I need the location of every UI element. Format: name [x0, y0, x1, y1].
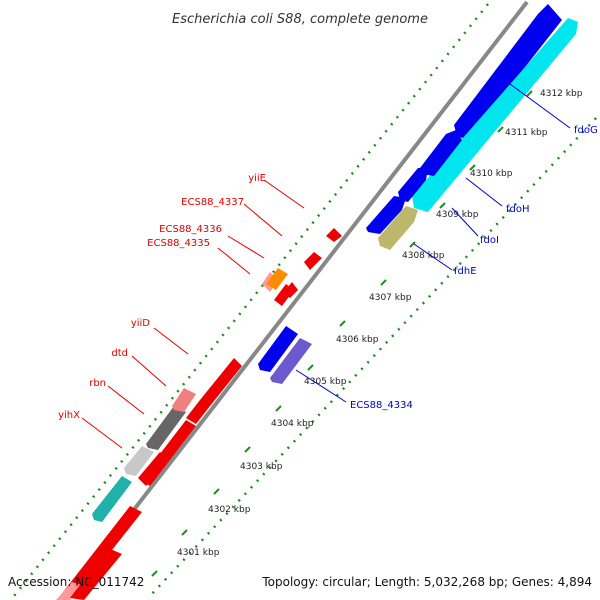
gene-ECS88_4334-a[interactable] — [258, 326, 298, 372]
label-ECS88_4334[interactable]: ECS88_4334 — [350, 400, 413, 411]
gene-dtd[interactable] — [186, 400, 210, 424]
gene-long-red-lower[interactable] — [60, 506, 142, 598]
tick-label-4301: 4301 kbp — [177, 548, 220, 558]
forward-strand-genes — [258, 4, 578, 384]
gene-ECS88_4337[interactable] — [304, 252, 322, 270]
outer-tick-rail — [13, 3, 489, 597]
gene-ECS88_4334-b[interactable] — [270, 338, 312, 384]
gene-fdoI[interactable] — [398, 168, 428, 202]
gene-red-lower-small[interactable] — [138, 452, 168, 486]
tick-label-4312: 4312 kbp — [540, 89, 583, 99]
inner-tick-rail — [149, 117, 597, 597]
gene-ECS88_4336[interactable] — [266, 268, 288, 290]
gene-rbn[interactable] — [172, 388, 196, 412]
gene-red-small-a[interactable] — [284, 282, 298, 298]
tick-label-4308: 4308 kbp — [402, 251, 445, 261]
gene-yiiD[interactable] — [200, 358, 242, 406]
label-ECS88_4335[interactable]: ECS88_4335 — [147, 238, 210, 249]
gene-yihX[interactable] — [146, 406, 186, 450]
label-yiiD[interactable]: yiiD — [131, 318, 150, 329]
major-ticks — [151, 90, 533, 577]
tick-label-4304: 4304 kbp — [271, 419, 314, 429]
label-rbn[interactable]: rbn — [89, 378, 106, 389]
label-fdhE[interactable]: fdhE — [454, 266, 477, 277]
accession-text: Accession: NC_011742 — [8, 575, 144, 589]
tick-label-4309: 4309 kbp — [436, 210, 479, 220]
tick-label-4310: 4310 kbp — [470, 169, 513, 179]
gene-pink-bottom[interactable] — [56, 582, 84, 600]
forward-callouts — [295, 83, 571, 403]
label-yiiE[interactable]: yiiE — [248, 173, 266, 184]
label-fdoI[interactable]: fdoI — [480, 235, 499, 246]
reverse-callouts — [81, 179, 305, 449]
label-fdoH[interactable]: fdoH — [506, 204, 530, 215]
label-ECS88_4337[interactable]: ECS88_4337 — [181, 197, 244, 208]
gene-red-lower-left[interactable] — [70, 548, 122, 600]
gene-yiiE[interactable] — [326, 228, 342, 242]
tick-label-4302: 4302 kbp — [208, 505, 251, 515]
label-yihX[interactable]: yihX — [58, 410, 80, 421]
label-ECS88_4336[interactable]: ECS88_4336 — [159, 224, 222, 235]
gene-olive[interactable] — [378, 206, 418, 250]
label-fdoG[interactable]: fdoG — [574, 125, 598, 136]
gene-cyan-left[interactable] — [92, 476, 132, 522]
label-dtd[interactable]: dtd — [111, 348, 128, 359]
tick-label-4303: 4303 kbp — [240, 462, 283, 472]
gene-fdoH[interactable] — [420, 130, 462, 176]
gene-light-grey[interactable] — [124, 446, 154, 476]
genome-summary-text: Topology: circular; Length: 5,032,268 bp… — [261, 575, 592, 589]
gene-fdhE[interactable] — [366, 196, 406, 234]
tick-label-4306: 4306 kbp — [336, 335, 379, 345]
genome-backbone — [62, 0, 529, 600]
tick-label-4311: 4311 kbp — [505, 128, 548, 138]
map-title: Escherichia coli S88, complete genome — [172, 12, 428, 27]
tick-label-4307: 4307 kbp — [369, 293, 412, 303]
gene-fdoG[interactable] — [454, 4, 562, 140]
gene-fdoG-cyan[interactable] — [412, 18, 578, 212]
tick-label-4305: 4305 kbp — [304, 377, 347, 387]
reverse-strand-genes — [56, 228, 342, 600]
